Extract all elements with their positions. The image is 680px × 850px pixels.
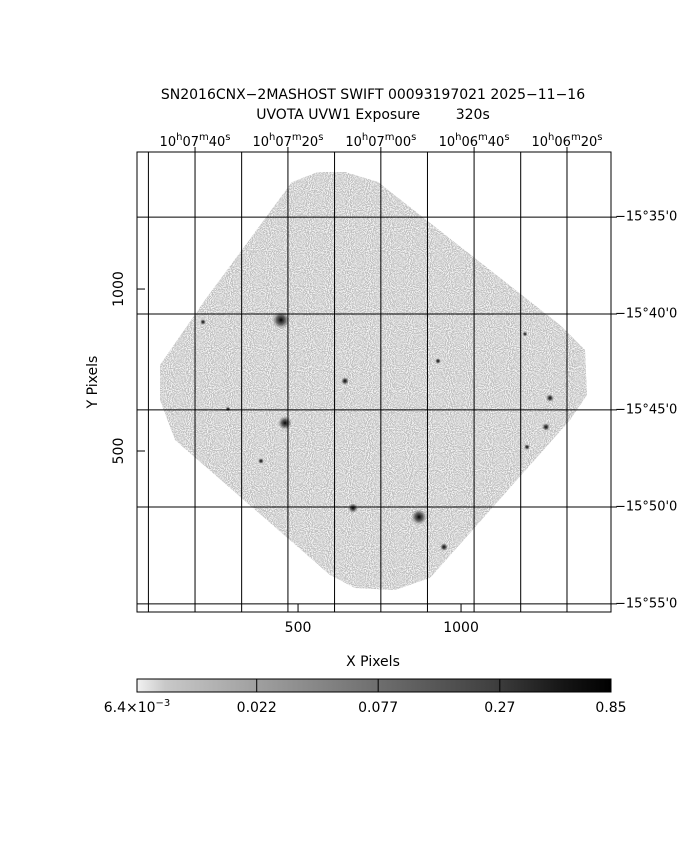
chart-title: SN2016CNX−2MASHOST SWIFT 00093197021 202…: [161, 87, 585, 103]
colorbar-tick-label: 0.077: [358, 700, 398, 716]
ra-tick-label: 10h07m40s: [160, 132, 231, 150]
colorbar-tick-label: 0.85: [595, 700, 626, 716]
ra-tick-label-part: s: [597, 132, 602, 143]
ra-tick-label-part: 40: [488, 135, 505, 150]
image: [160, 172, 587, 590]
ra-tick-label-part: h: [455, 132, 461, 143]
colorbar-tick-label-part: −3: [156, 698, 171, 709]
colorbar: [136, 678, 612, 693]
ra-tick-label-part: s: [225, 132, 230, 143]
x-tick-label: 500: [285, 620, 312, 636]
dec-tick-label: −15°40'0: [615, 306, 677, 321]
plot-frame: [136, 151, 612, 613]
ra-tick-label-part: 06: [554, 135, 571, 150]
ra-tick-label-part: 10: [252, 135, 269, 150]
dec-tick-label: −15°50'0: [615, 500, 677, 515]
ra-tick-label-part: 10: [439, 135, 456, 150]
ra-tick-label-part: m: [292, 132, 302, 143]
ra-tick-label-part: 10: [345, 135, 362, 150]
dec-tick-label: −15°45'0: [615, 402, 677, 417]
ra-tick-label-part: 07: [275, 135, 292, 150]
chart-subtitle: UVOTA UVW1 Exposure 320s: [256, 107, 490, 123]
ra-tick-label-part: 10: [532, 135, 549, 150]
y-tick-label: 1000: [111, 271, 127, 307]
ra-tick-label-part: s: [504, 132, 509, 143]
colorbar-tick-label-part: 6.4×10: [104, 700, 156, 716]
ra-tick-label: 10h07m00s: [345, 132, 416, 150]
colorbar-tick-label: 6.4×10−3: [104, 698, 171, 717]
ra-tick-label-part: h: [548, 132, 554, 143]
ra-tick-label: 10h07m20s: [252, 132, 323, 150]
ra-tick-label-part: 06: [461, 135, 478, 150]
ra-tick-label-part: h: [176, 132, 182, 143]
ra-tick-label: 10h06m40s: [439, 132, 510, 150]
colorbar-tick-label: 0.27: [484, 700, 515, 716]
ra-tick-label-part: h: [269, 132, 275, 143]
ra-tick-label-part: 00: [395, 135, 412, 150]
ra-tick-label-part: m: [571, 132, 581, 143]
ra-tick-label-part: 10: [160, 135, 177, 150]
ra-tick-label-part: 20: [581, 135, 598, 150]
sources: [200, 311, 554, 551]
dec-tick-label: −15°35'0: [615, 210, 677, 225]
ra-tick-label-part: m: [478, 132, 488, 143]
ra-tick-label-part: h: [362, 132, 368, 143]
x-tick-label: 1000: [443, 620, 479, 636]
ra-tick-label-part: m: [199, 132, 209, 143]
ra-tick-label-part: 40: [209, 135, 226, 150]
ra-tick-label-part: s: [318, 132, 323, 143]
ra-tick-label-part: 07: [182, 135, 199, 150]
ra-tick-label-part: m: [385, 132, 395, 143]
ra-tick-label-part: s: [411, 132, 416, 143]
colorbar-tick-label: 0.022: [237, 700, 277, 716]
y-axis-label: Y Pixels: [85, 356, 101, 410]
dec-tick-label: −15°55'0: [615, 596, 677, 611]
ra-tick-label-part: 20: [302, 135, 319, 150]
x-axis-label: X Pixels: [346, 654, 400, 670]
y-tick-label: 500: [111, 438, 127, 465]
ra-tick-label: 10h06m20s: [532, 132, 603, 150]
ra-tick-label-part: 07: [368, 135, 385, 150]
